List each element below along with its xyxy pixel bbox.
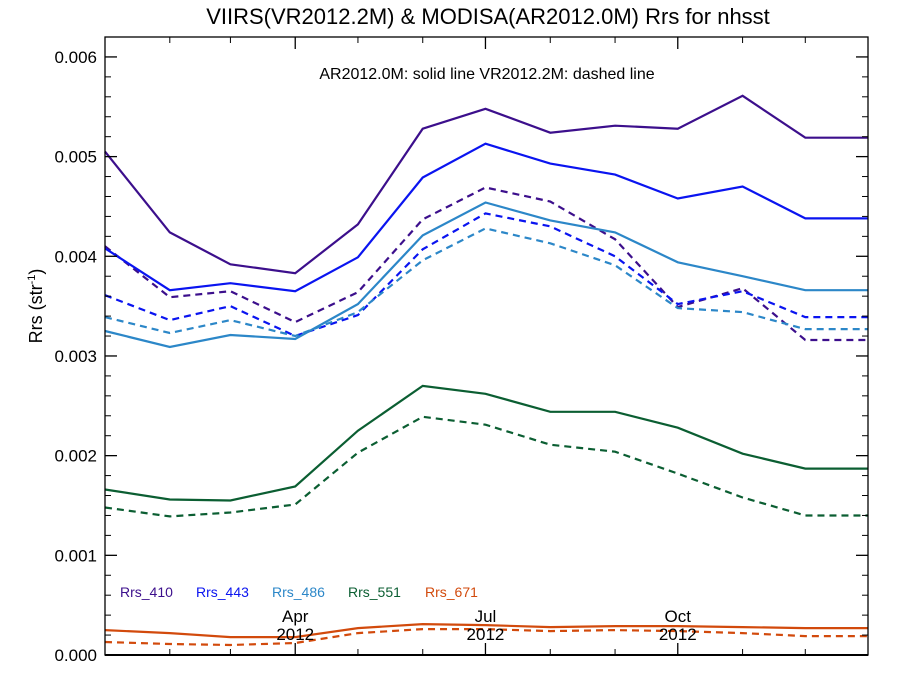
x-tick-label: Jul xyxy=(475,607,497,626)
series-line-rrs-410-solid xyxy=(104,94,868,275)
y-tick-label: 0.001 xyxy=(54,546,97,565)
legend-item-rrs-410: Rrs_410 xyxy=(120,584,173,600)
series-line-rrs-486-solid xyxy=(104,201,868,349)
x-tick-year-label: 2012 xyxy=(467,625,505,644)
x-tick-label: Oct xyxy=(665,607,692,626)
y-tick-label: 0.006 xyxy=(54,48,97,67)
legend-item-rrs-671: Rrs_671 xyxy=(425,584,478,600)
plot-area: 0.0000.0010.0020.0030.0040.0050.006Apr20… xyxy=(54,36,869,665)
x-tick-year-label: 2012 xyxy=(659,625,697,644)
legend-item-rrs-443: Rrs_443 xyxy=(196,584,249,600)
series-line-rrs-486-dashed xyxy=(104,227,868,338)
legend-item-rrs-551: Rrs_551 xyxy=(348,584,401,600)
y-tick-label: 0.000 xyxy=(54,646,97,665)
y-tick-label: 0.003 xyxy=(54,347,97,366)
x-tick-year-label: 2012 xyxy=(276,625,314,644)
y-tick-label: 0.005 xyxy=(54,148,97,167)
series-line-rrs-410-dashed xyxy=(104,186,868,342)
series-line-rrs-443-solid xyxy=(104,142,868,293)
series-line-rrs-551-dashed xyxy=(104,415,868,518)
y-axis-label: Rrs (str-1) xyxy=(26,269,46,344)
series-line-rrs-671-solid xyxy=(104,622,868,639)
y-tick-label: 0.002 xyxy=(54,447,97,466)
x-tick-label: Apr xyxy=(282,607,309,626)
plot-frame xyxy=(104,36,869,656)
chart-title: VIIRS(VR2012.2M) & MODISA(AR2012.0M) Rrs… xyxy=(206,4,770,29)
line-style-annotation: AR2012.0M: solid line VR2012.2M: dashed … xyxy=(319,66,654,83)
legend-item-rrs-486: Rrs_486 xyxy=(272,584,325,600)
series-line-rrs-443-dashed xyxy=(104,212,868,338)
series-line-rrs-551-solid xyxy=(104,384,868,502)
series-line-rrs-671-dashed xyxy=(104,627,868,647)
y-tick-label: 0.004 xyxy=(54,247,97,266)
